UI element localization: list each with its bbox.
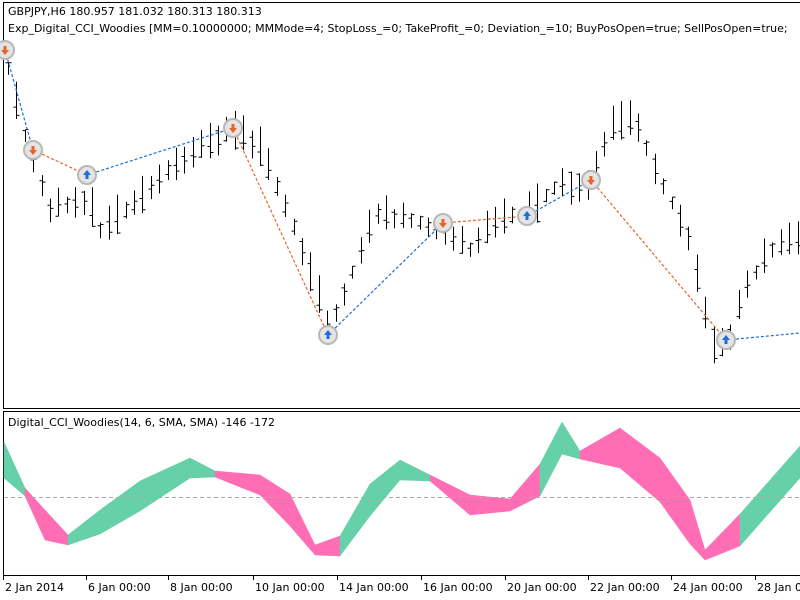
indicator-bands	[3, 421, 800, 561]
indicator-panel	[3, 411, 800, 576]
time-label: 24 Jan 00:00	[673, 581, 743, 594]
time-label: 20 Jan 00:00	[507, 581, 577, 594]
trade-lines	[0, 40, 800, 350]
time-label: 22 Jan 00:00	[590, 581, 660, 594]
band-segment	[739, 445, 800, 547]
deal-arrow	[29, 146, 37, 155]
indicator-label: Digital_CCI_Woodies(14, 6, SMA, SMA) -14…	[8, 416, 275, 429]
price-panel	[3, 2, 800, 409]
deal-arrow	[722, 335, 730, 344]
time-label: 10 Jan 00:00	[255, 581, 325, 594]
trade-line	[86, 127, 234, 176]
time-axis: 2 Jan 2014 6 Jan 00:00 8 Jan 00:00 10 Jan 0…	[3, 576, 800, 594]
time-label: 6 Jan 00:00	[88, 581, 151, 594]
trade-line	[442, 215, 528, 224]
expert-info: Exp_Digital_CCI_Woodies [MM=0.10000000; …	[8, 22, 788, 35]
trade-line	[4, 49, 34, 151]
time-label: 16 Jan 00:00	[423, 581, 493, 594]
time-label: 2 Jan 2014	[5, 581, 64, 594]
deal-arrow	[324, 330, 332, 339]
trade-line	[327, 222, 444, 336]
deal-arrow	[229, 124, 237, 133]
deal-arrow	[1, 46, 9, 55]
time-label: 28 Jan 00:	[757, 581, 800, 594]
time-label: 8 Jan 00:00	[170, 581, 233, 594]
time-label: 14 Jan 00:00	[339, 581, 409, 594]
trade-line	[232, 127, 329, 336]
deal-arrow	[587, 176, 595, 185]
deal-arrow	[439, 219, 447, 228]
deal-arrow	[83, 170, 91, 179]
deal-arrow	[523, 211, 531, 220]
symbol-info: GBPJPY,H6 180.957 181.032 180.313 180.31…	[8, 5, 262, 18]
trade-line	[526, 179, 592, 217]
trade-line	[725, 332, 800, 341]
